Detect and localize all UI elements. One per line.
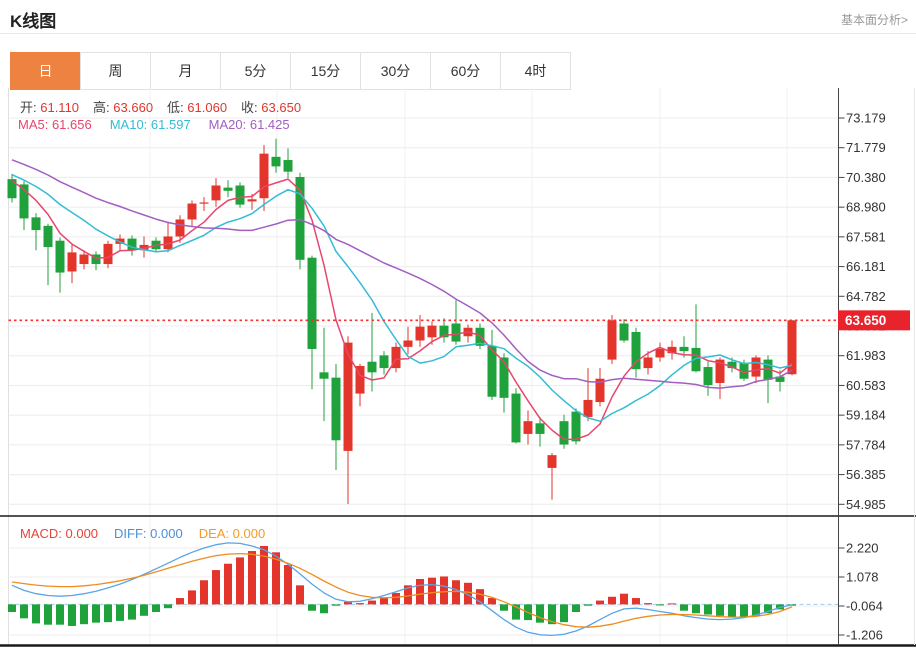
ohlc-legend: 开: 61.110 高: 63.660 低: 61.060 收: 63.650 [20, 97, 315, 116]
ma10-line [11, 174, 793, 422]
interval-tabs: 日周月 5分 15分 30分 60分 4时 [10, 52, 571, 90]
ma5-line [11, 178, 793, 441]
svg-text:-0.064: -0.064 [846, 599, 883, 614]
gridlines [8, 88, 839, 644]
svg-text:64.782: 64.782 [846, 289, 886, 304]
macd-layer [8, 542, 839, 637]
svg-text:63.650: 63.650 [845, 313, 886, 328]
header-divider [0, 33, 916, 34]
fundamental-analysis-link[interactable]: 基本面分析> [840, 13, 908, 27]
page-title: K线图 [10, 12, 57, 31]
legend-item: MA10: 61.597 [109, 117, 191, 132]
svg-text:54.985: 54.985 [846, 497, 886, 512]
tab-30min[interactable]: 30分 [360, 52, 431, 90]
legend-item: 开: 61.110 [20, 100, 80, 115]
svg-text:66.181: 66.181 [846, 259, 886, 274]
svg-text:-1.206: -1.206 [846, 628, 883, 643]
tab-60min[interactable]: 60分 [430, 52, 501, 90]
tab-month[interactable]: 月 [150, 52, 221, 90]
diff-line [11, 542, 793, 637]
legend-item: MACD: 0.000 [20, 526, 99, 541]
ma20-line [11, 159, 793, 389]
legend-item: DIFF: 0.000 [114, 526, 183, 541]
candles-layer [7, 138, 797, 504]
svg-text:1.078: 1.078 [846, 570, 879, 585]
tab-week[interactable]: 周 [80, 52, 151, 90]
tab-5min[interactable]: 5分 [220, 52, 291, 90]
svg-text:73.179: 73.179 [846, 111, 886, 126]
legend-item: 高: 63.660 [93, 100, 154, 115]
legend-item: MA20: 61.425 [208, 117, 290, 132]
svg-text:57.784: 57.784 [846, 437, 886, 452]
svg-text:68.980: 68.980 [846, 200, 886, 215]
svg-text:60.583: 60.583 [846, 378, 886, 393]
price-axis: 73.179 71.779 70.380 68.980 67.581 66.181 64.7… [0, 88, 916, 647]
svg-text:71.779: 71.779 [846, 140, 886, 155]
legend-item: MA5: 61.656 [18, 117, 92, 132]
ma-lines-layer [8, 159, 839, 441]
svg-text:70.380: 70.380 [846, 170, 886, 185]
ma-legend: MA5: 61.656 MA10: 61.597 MA20: 61.425 [18, 117, 308, 132]
svg-text:59.184: 59.184 [846, 408, 886, 423]
tab-15min[interactable]: 15分 [290, 52, 361, 90]
legend-item: 低: 61.060 [167, 100, 228, 115]
svg-text:67.581: 67.581 [846, 229, 886, 244]
tab-4hour[interactable]: 4时 [500, 52, 571, 90]
svg-text:61.983: 61.983 [846, 348, 886, 363]
svg-text:56.385: 56.385 [846, 467, 886, 482]
legend-item: DEA: 0.000 [198, 526, 266, 541]
tab-day[interactable]: 日 [10, 52, 81, 90]
dea-line [11, 552, 793, 628]
kline-chart[interactable]: 73.179 71.779 70.380 68.980 67.581 66.181 64.7… [0, 88, 916, 648]
macd-legend: MACD: 0.000 DIFF: 0.000 DEA: 0.000 [20, 526, 281, 541]
svg-text:2.220: 2.220 [846, 541, 879, 556]
legend-item: 收: 63.650 [241, 100, 302, 115]
current-price-label: 63.650 [838, 310, 910, 331]
